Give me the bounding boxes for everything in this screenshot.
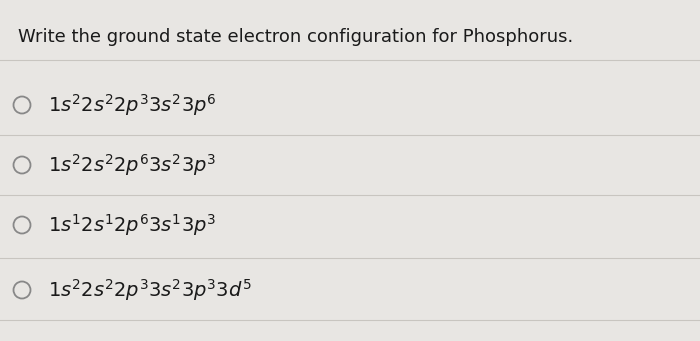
Text: $1s^{2}2s^{2}2p^{6}3s^{2}3p^{3}$: $1s^{2}2s^{2}2p^{6}3s^{2}3p^{3}$: [48, 152, 216, 178]
Text: $1s^{2}2s^{2}2p^{3}3s^{2}3p^{6}$: $1s^{2}2s^{2}2p^{3}3s^{2}3p^{6}$: [48, 92, 216, 118]
Text: Write the ground state electron configuration for Phosphorus.: Write the ground state electron configur…: [18, 28, 573, 46]
Text: $1s^{1}2s^{1}2p^{6}3s^{1}3p^{3}$: $1s^{1}2s^{1}2p^{6}3s^{1}3p^{3}$: [48, 212, 216, 238]
Text: $1s^{2}2s^{2}2p^{3}3s^{2}3p^{3}3d^{5}$: $1s^{2}2s^{2}2p^{3}3s^{2}3p^{3}3d^{5}$: [48, 277, 252, 303]
